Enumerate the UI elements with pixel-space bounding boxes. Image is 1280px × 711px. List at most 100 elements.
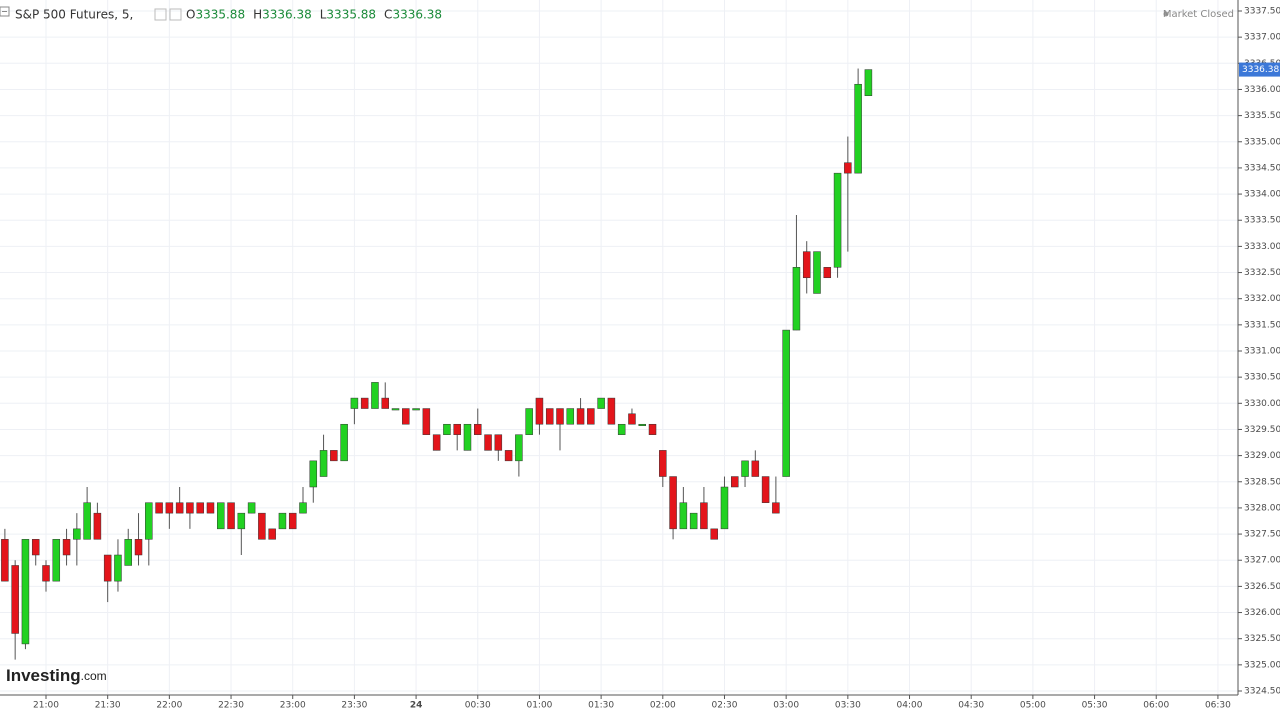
- y-tick-label: 3332.50: [1244, 268, 1280, 278]
- candle-body: [782, 329, 790, 477]
- candle-body: [402, 408, 410, 425]
- ohlc-value: 3336.38: [392, 8, 442, 22]
- candle-body: [217, 502, 225, 530]
- y-tick-label: 3326.50: [1244, 582, 1280, 592]
- x-tick-label: 22:30: [218, 701, 244, 711]
- x-tick-label: 03:00: [773, 701, 799, 711]
- market-status: Market Closed: [1163, 9, 1234, 20]
- candle-body: [114, 554, 122, 582]
- y-tick-label: 3334.50: [1244, 163, 1280, 173]
- ohlc-value: 3335.88: [326, 8, 376, 22]
- candle-body: [319, 450, 328, 477]
- candle-body: [391, 408, 400, 411]
- x-tick-label: 01:00: [526, 701, 552, 711]
- candle-body: [206, 502, 215, 514]
- ohlc-key: C: [384, 8, 392, 22]
- candle-body: [720, 486, 729, 530]
- candle-body: [432, 434, 441, 451]
- candle-body: [576, 408, 585, 425]
- candle-body: [360, 397, 369, 409]
- candle-body: [669, 476, 677, 530]
- candle-body: [761, 476, 770, 503]
- y-tick-label: 3329.50: [1244, 425, 1280, 435]
- candle-body: [545, 408, 554, 425]
- candle-body: [844, 162, 852, 174]
- candle-body: [474, 423, 482, 435]
- candle-body: [381, 397, 389, 409]
- x-tick-label: 05:00: [1020, 701, 1046, 711]
- x-tick-label: 02:00: [650, 701, 676, 711]
- candle-body: [802, 251, 811, 279]
- y-tick-label: 3335.00: [1244, 137, 1280, 147]
- candle-body: [227, 502, 235, 530]
- icon[interactable]: [154, 8, 167, 21]
- last-price-label: 3336.38: [1242, 65, 1279, 75]
- candle-body: [679, 502, 688, 530]
- y-tick-label: 3326.00: [1244, 608, 1280, 618]
- candle-body: [823, 267, 832, 279]
- logo-suffix: .com: [81, 669, 107, 683]
- grid: [0, 0, 1238, 695]
- y-tick-label: 3331.50: [1244, 320, 1280, 330]
- candle-body: [494, 434, 503, 451]
- candle-body: [556, 408, 564, 425]
- status-dot: [1163, 11, 1169, 17]
- candle-body: [155, 502, 163, 514]
- candle-body: [31, 539, 40, 556]
- candle-body: [247, 502, 256, 514]
- candle-body: [484, 434, 492, 451]
- candle-body: [288, 512, 297, 530]
- x-tick-label: 21:00: [33, 701, 59, 711]
- candle-body: [186, 502, 194, 514]
- y-tick-label: 3335.50: [1244, 111, 1280, 121]
- x-tick-label: 23:30: [341, 701, 367, 711]
- candle-body: [854, 83, 862, 174]
- candle-body: [463, 423, 472, 451]
- candle-body: [83, 502, 91, 540]
- y-tick-label: 3324.50: [1244, 687, 1280, 697]
- candle-body: [412, 408, 420, 411]
- collapse-icon[interactable]: [0, 6, 10, 17]
- x-tick-label: 04:30: [958, 701, 984, 711]
- candle-body: [587, 408, 595, 425]
- candle-body: [11, 565, 19, 634]
- candle-body: [299, 502, 307, 514]
- candle-body: [525, 408, 533, 435]
- y-tick-label: 3330.50: [1244, 373, 1280, 383]
- y-tick-label: 3337.00: [1244, 33, 1280, 43]
- candle-body: [62, 539, 71, 556]
- candle-body: [700, 502, 708, 530]
- x-tick-label: 04:00: [897, 701, 923, 711]
- candle-body: [689, 512, 698, 530]
- candle-body: [535, 397, 544, 425]
- y-tick-label: 3327.50: [1244, 530, 1280, 540]
- candle-body: [731, 476, 739, 488]
- ohlc-value: 3336.38: [262, 8, 312, 22]
- axes: 3324.50 3325.00 3325.50 3326.00 3326.50 3327.…: [33, 7, 1280, 711]
- candle-body: [792, 267, 801, 331]
- x-tick-label: 00:30: [465, 701, 491, 711]
- logo: Investing.com: [6, 666, 107, 685]
- last-price-tag: [1239, 62, 1280, 77]
- candle-body: [21, 539, 30, 645]
- candle-body: [175, 502, 184, 514]
- candle-body: [751, 460, 760, 477]
- candle-body: [515, 434, 523, 462]
- candle-body: [813, 251, 821, 294]
- candle-body: [145, 502, 153, 540]
- y-tick-label: 3336.00: [1244, 85, 1280, 95]
- y-tick-label: 3327.00: [1244, 556, 1280, 566]
- candle-body: [833, 172, 842, 268]
- logo-name: Investing: [6, 666, 81, 685]
- candle-body: [864, 69, 873, 96]
- y-tick-label: 3325.50: [1244, 634, 1280, 644]
- candle-body: [371, 382, 379, 409]
- y-tick-label: 3329.00: [1244, 451, 1280, 461]
- candle-body: [350, 397, 359, 409]
- icon[interactable]: [169, 8, 182, 21]
- ohlc-legend: O 3335.88 H 3336.38 L 3335.88 C 3336.38: [186, 8, 442, 22]
- y-tick-label: 3330.00: [1244, 399, 1280, 409]
